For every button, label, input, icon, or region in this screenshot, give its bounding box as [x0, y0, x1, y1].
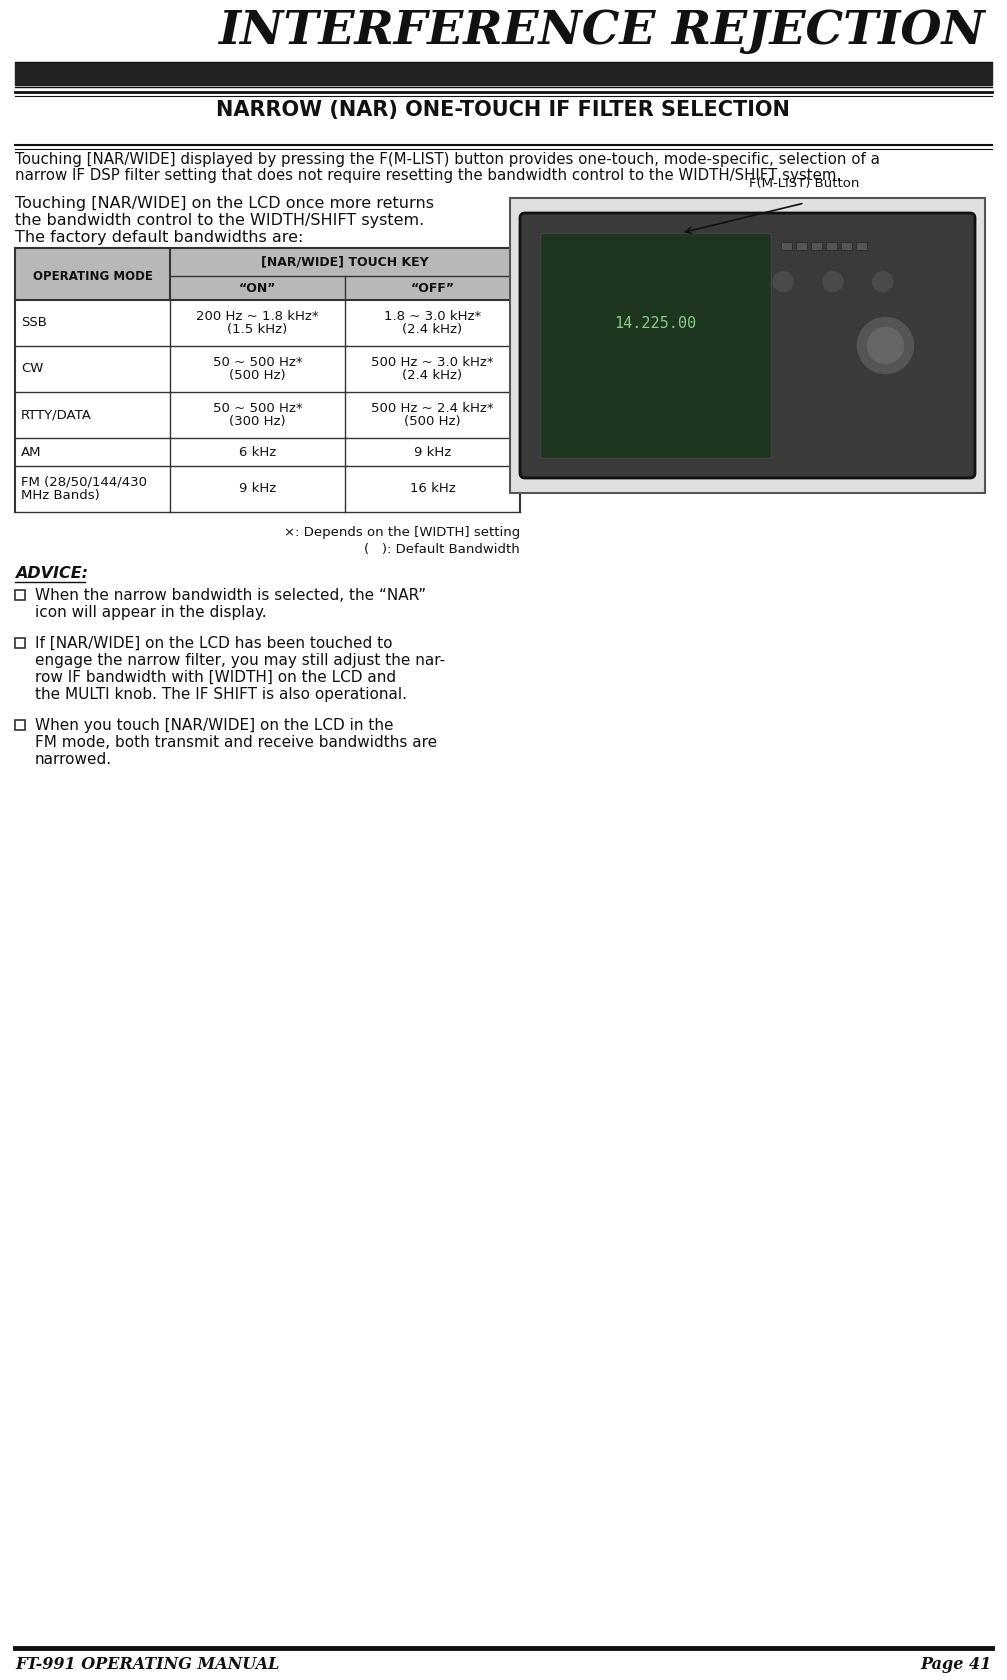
Text: CW: CW	[21, 363, 43, 376]
Text: FM mode, both transmit and receive bandwidths are: FM mode, both transmit and receive bandw…	[35, 736, 437, 749]
Text: 14.225.00: 14.225.00	[614, 316, 697, 331]
Text: 50 ~ 500 Hz*: 50 ~ 500 Hz*	[212, 402, 302, 415]
Text: “OFF”: “OFF”	[411, 282, 454, 294]
Text: If [NAR/WIDE] on the LCD has been touched to: If [NAR/WIDE] on the LCD has been touche…	[35, 637, 393, 650]
Text: The factory default bandwidths are:: The factory default bandwidths are:	[15, 230, 303, 245]
Circle shape	[857, 318, 913, 373]
Text: 6 kHz: 6 kHz	[239, 445, 276, 459]
Text: “ON”: “ON”	[239, 282, 276, 294]
Text: 1.8 ~ 3.0 kHz*: 1.8 ~ 3.0 kHz*	[384, 309, 481, 323]
Text: Touching [NAR/WIDE] displayed by pressing the F(M-LIST) button provides one-touc: Touching [NAR/WIDE] displayed by pressin…	[15, 151, 880, 166]
FancyBboxPatch shape	[520, 213, 975, 479]
Text: MHz Bands): MHz Bands)	[21, 489, 100, 502]
Text: narrow IF DSP filter setting that does not require resetting the bandwidth contr: narrow IF DSP filter setting that does n…	[15, 168, 841, 183]
Text: INTERFERENCE REJECTION: INTERFERENCE REJECTION	[219, 8, 985, 54]
Text: (2.4 kHz): (2.4 kHz)	[403, 370, 462, 383]
Text: ADVICE:: ADVICE:	[15, 566, 88, 581]
Text: RTTY/DATA: RTTY/DATA	[21, 408, 92, 422]
Text: 500 Hz ~ 3.0 kHz*: 500 Hz ~ 3.0 kHz*	[372, 356, 493, 368]
Text: narrowed.: narrowed.	[35, 753, 112, 768]
Text: 9 kHz: 9 kHz	[239, 482, 276, 496]
Bar	[540, 234, 771, 459]
Bar	[15, 438, 520, 465]
Bar	[15, 301, 520, 346]
Bar	[15, 590, 25, 600]
Text: When the narrow bandwidth is selected, the “NAR”: When the narrow bandwidth is selected, t…	[35, 588, 426, 603]
Bar	[15, 346, 520, 391]
Text: ×: Depends on the [WIDTH] setting: ×: Depends on the [WIDTH] setting	[284, 526, 520, 539]
Text: Touching [NAR/WIDE] on the LCD once more returns: Touching [NAR/WIDE] on the LCD once more…	[15, 197, 434, 212]
Text: Page 41: Page 41	[920, 1656, 992, 1673]
Bar	[856, 242, 867, 250]
Bar	[15, 62, 992, 86]
Text: (   ): Default Bandwidth: ( ): Default Bandwidth	[365, 543, 520, 556]
Bar	[781, 242, 793, 250]
Text: AM: AM	[21, 445, 41, 459]
Text: 200 Hz ~ 1.8 kHz*: 200 Hz ~ 1.8 kHz*	[196, 309, 319, 323]
Text: (500 Hz): (500 Hz)	[404, 415, 461, 428]
Text: [NAR/WIDE] TOUCH KEY: [NAR/WIDE] TOUCH KEY	[261, 255, 429, 269]
Text: 16 kHz: 16 kHz	[410, 482, 455, 496]
Circle shape	[867, 328, 903, 363]
Text: engage the narrow filter, you may still adjust the nar-: engage the narrow filter, you may still …	[35, 654, 445, 669]
Text: the bandwidth control to the WIDTH/SHIFT system.: the bandwidth control to the WIDTH/SHIFT…	[15, 213, 424, 228]
Text: 9 kHz: 9 kHz	[414, 445, 451, 459]
Text: the MULTI knob. The IF SHIFT is also operational.: the MULTI knob. The IF SHIFT is also ope…	[35, 687, 407, 702]
Circle shape	[823, 272, 843, 292]
Text: When you touch [NAR/WIDE] on the LCD in the: When you touch [NAR/WIDE] on the LCD in …	[35, 717, 394, 732]
Bar	[15, 391, 520, 438]
Bar	[15, 249, 520, 301]
Text: (1.5 kHz): (1.5 kHz)	[228, 324, 288, 336]
Bar	[15, 465, 520, 512]
Text: icon will appear in the display.: icon will appear in the display.	[35, 605, 267, 620]
Bar	[842, 242, 852, 250]
Bar	[827, 242, 838, 250]
Text: row IF bandwidth with [WIDTH] on the LCD and: row IF bandwidth with [WIDTH] on the LCD…	[35, 670, 396, 685]
Text: (2.4 kHz): (2.4 kHz)	[403, 324, 462, 336]
Text: 50 ~ 500 Hz*: 50 ~ 500 Hz*	[212, 356, 302, 368]
Circle shape	[773, 272, 794, 292]
Text: FM (28/50/144/430: FM (28/50/144/430	[21, 475, 147, 489]
Bar	[15, 721, 25, 731]
Text: (300 Hz): (300 Hz)	[230, 415, 286, 428]
Text: OPERATING MODE: OPERATING MODE	[32, 269, 152, 282]
Text: 500 Hz ~ 2.4 kHz*: 500 Hz ~ 2.4 kHz*	[372, 402, 493, 415]
Text: (500 Hz): (500 Hz)	[230, 370, 286, 383]
Bar	[510, 198, 985, 492]
Bar	[15, 638, 25, 648]
Text: F(M-LIST) Button: F(M-LIST) Button	[749, 176, 860, 190]
Text: SSB: SSB	[21, 316, 47, 329]
Text: NARROW (NAR) ONE-TOUCH IF FILTER SELECTION: NARROW (NAR) ONE-TOUCH IF FILTER SELECTI…	[217, 101, 789, 119]
Circle shape	[873, 272, 893, 292]
Bar	[797, 242, 808, 250]
Bar	[812, 242, 823, 250]
Text: FT-991 OPERATING MANUAL: FT-991 OPERATING MANUAL	[15, 1656, 279, 1673]
